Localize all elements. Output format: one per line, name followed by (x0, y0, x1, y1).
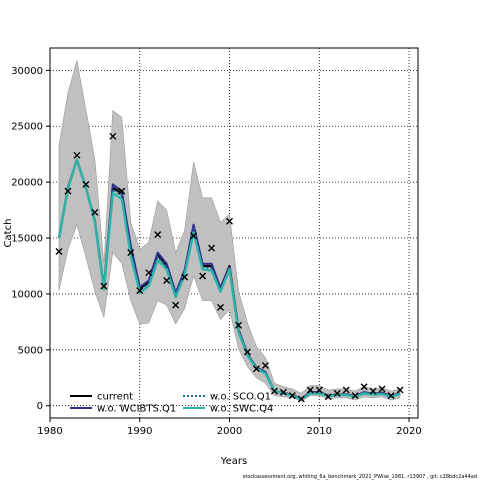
x-axis-ticks: 1980 1990 2000 2010 2020 (37, 418, 422, 437)
observed-point (100, 282, 108, 290)
observed-point (73, 151, 81, 159)
observed-point (163, 277, 171, 285)
observed-point (288, 392, 296, 400)
observed-point (333, 389, 341, 397)
confidence-band-area (58, 60, 401, 402)
legend-label: w.o. WCIBTS.Q1 (97, 404, 176, 415)
observed-point (64, 187, 72, 195)
observed-point (324, 393, 332, 401)
observed-point (396, 386, 404, 394)
observed-point (369, 387, 377, 395)
observed-point (243, 348, 251, 356)
observed-point (91, 208, 99, 216)
plot-frame (49, 47, 419, 419)
legend-label: w.o. SWC.Q4 (210, 404, 273, 415)
observed-point (109, 132, 117, 140)
observed-point (199, 272, 207, 280)
legend-item: current (70, 392, 133, 403)
y-tick-label: 25000 (11, 122, 43, 133)
observed-point (208, 244, 216, 252)
legend-item: w.o. SCO.Q1 (183, 392, 271, 403)
x-axis-label: Years (220, 456, 247, 467)
series-lines (57, 158, 401, 401)
observed-point (378, 385, 386, 393)
legend-item: w.o. WCIBTS.Q1 (70, 404, 176, 415)
series-line (57, 158, 401, 401)
grid-lines (49, 48, 418, 418)
legend-label: w.o. SCO.Q1 (210, 392, 271, 403)
observed-point (181, 273, 189, 281)
observed-point (297, 395, 305, 403)
observed-point (127, 249, 135, 257)
x-tick-label: 1980 (37, 426, 62, 437)
y-tick-label: 15000 (11, 234, 43, 245)
y-tick-label: 5000 (18, 345, 43, 356)
y-tick-label: 0 (37, 401, 43, 412)
x-tick-label: 1990 (127, 426, 152, 437)
footer-text: stockassessment.org, whiting_6a_benchmar… (243, 474, 477, 480)
observed-point (306, 386, 314, 394)
observed-point (360, 383, 368, 391)
confidence-band (58, 60, 401, 402)
legend-item: w.o. SWC.Q4 (183, 404, 273, 415)
observed-point (226, 217, 234, 225)
observed-point (270, 387, 278, 395)
observed-point (315, 386, 323, 394)
observed-point (82, 180, 90, 188)
observed-point (136, 287, 144, 295)
observed-point (279, 388, 287, 396)
x-tick-label: 2010 (307, 426, 332, 437)
y-axis-ticks: 0 5000 10000 15000 20000 25000 30000 (11, 66, 50, 412)
y-tick-label: 30000 (11, 66, 43, 77)
x-tick-label: 2020 (396, 426, 421, 437)
observed-point (351, 392, 359, 400)
observed-point (154, 231, 162, 239)
legend-label: current (97, 392, 133, 403)
observed-point (118, 187, 126, 195)
observed-point (145, 269, 153, 277)
observed-point (190, 232, 198, 240)
observed-point (387, 392, 395, 400)
observed-point (55, 247, 63, 255)
observed-point (342, 386, 350, 394)
observed-points (55, 132, 404, 403)
y-tick-label: 20000 (11, 178, 43, 189)
y-tick-label: 10000 (11, 289, 43, 300)
observed-point (234, 321, 242, 329)
x-tick-label: 2000 (217, 426, 242, 437)
y-axis-label: Catch (3, 219, 14, 248)
observed-point (172, 301, 180, 309)
observed-point (217, 303, 225, 311)
observed-point (261, 361, 269, 369)
observed-point (252, 365, 260, 373)
